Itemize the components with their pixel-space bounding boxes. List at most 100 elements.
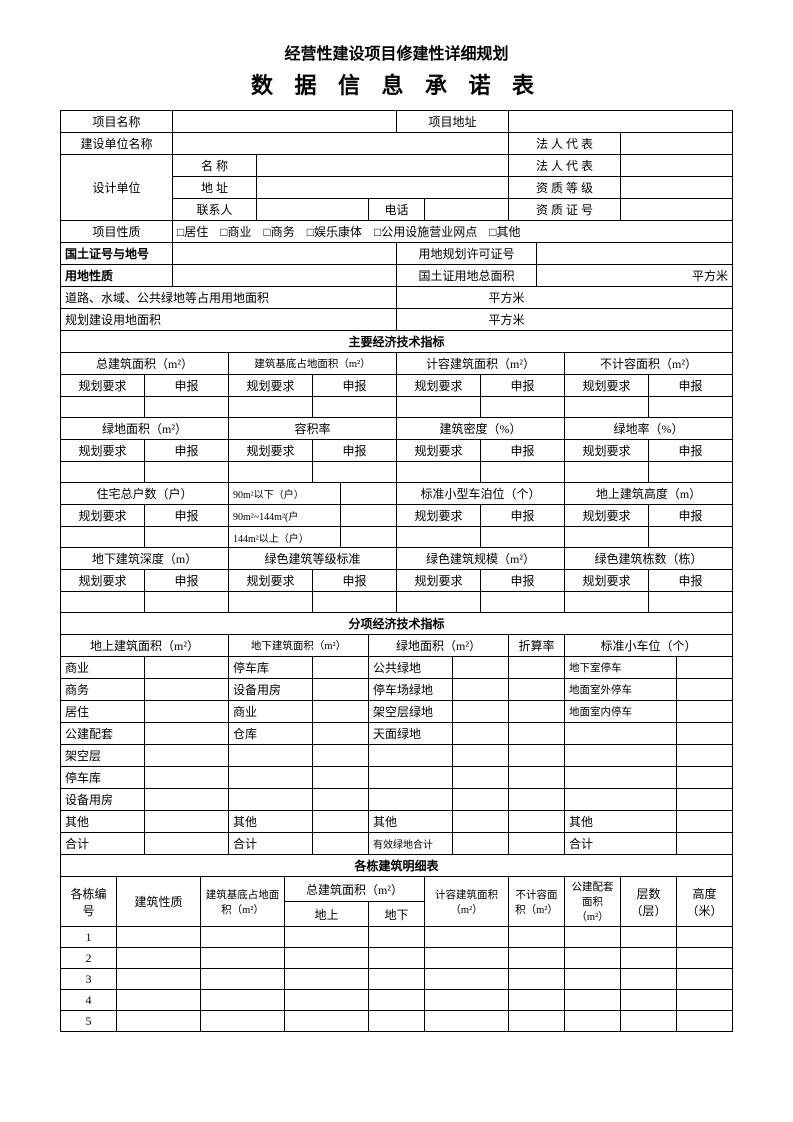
- cell[interactable]: [397, 527, 481, 548]
- cell[interactable]: [229, 462, 313, 483]
- cell[interactable]: [313, 679, 369, 701]
- cell[interactable]: [425, 948, 509, 969]
- cell[interactable]: [453, 811, 509, 833]
- cell[interactable]: [285, 969, 369, 990]
- cell[interactable]: [145, 833, 229, 855]
- cell[interactable]: [201, 927, 285, 948]
- cell[interactable]: [341, 505, 397, 527]
- cell[interactable]: [313, 723, 369, 745]
- cell[interactable]: [509, 990, 565, 1011]
- cell[interactable]: [677, 789, 733, 811]
- cell[interactable]: [285, 1011, 369, 1032]
- cell[interactable]: [509, 723, 565, 745]
- cell[interactable]: [145, 789, 229, 811]
- cell[interactable]: [61, 592, 145, 613]
- field-du-addr[interactable]: [257, 177, 509, 199]
- cell[interactable]: [145, 745, 229, 767]
- cell[interactable]: [145, 397, 229, 418]
- field-du-phone[interactable]: [425, 199, 509, 221]
- field-total-land-area[interactable]: 平方米: [537, 265, 733, 287]
- cell[interactable]: [565, 990, 621, 1011]
- field-land-cert[interactable]: [173, 243, 397, 265]
- cell[interactable]: [565, 969, 621, 990]
- cell[interactable]: [313, 397, 397, 418]
- cell[interactable]: [509, 833, 565, 855]
- cell[interactable]: [509, 1011, 565, 1032]
- cell[interactable]: [229, 767, 313, 789]
- cell[interactable]: [481, 527, 565, 548]
- cell[interactable]: [145, 527, 229, 548]
- field-du-contact[interactable]: [257, 199, 369, 221]
- cell[interactable]: [509, 657, 565, 679]
- cell[interactable]: [677, 679, 733, 701]
- cell[interactable]: [621, 927, 677, 948]
- cell[interactable]: [565, 927, 621, 948]
- cell[interactable]: [313, 811, 369, 833]
- cell[interactable]: [145, 811, 229, 833]
- cell[interactable]: [117, 1011, 201, 1032]
- cell[interactable]: [313, 462, 397, 483]
- cell[interactable]: [397, 462, 481, 483]
- cell[interactable]: [145, 723, 229, 745]
- cell[interactable]: [313, 592, 397, 613]
- cell[interactable]: [61, 462, 145, 483]
- field-road-water[interactable]: 平方米: [397, 287, 733, 309]
- cell[interactable]: [369, 767, 453, 789]
- cell[interactable]: [509, 948, 565, 969]
- cell[interactable]: [313, 745, 369, 767]
- cell[interactable]: [509, 927, 565, 948]
- cell[interactable]: [313, 701, 369, 723]
- cell[interactable]: [509, 701, 565, 723]
- cell[interactable]: [677, 701, 733, 723]
- cell[interactable]: [509, 789, 565, 811]
- cell[interactable]: [425, 1011, 509, 1032]
- cell[interactable]: [565, 1011, 621, 1032]
- cell[interactable]: [677, 767, 733, 789]
- cell[interactable]: [229, 397, 313, 418]
- cell[interactable]: [117, 927, 201, 948]
- cell[interactable]: [677, 990, 733, 1011]
- cell[interactable]: [201, 1011, 285, 1032]
- field-du-name[interactable]: [257, 155, 509, 177]
- field-du-cert[interactable]: [621, 199, 733, 221]
- cell[interactable]: [117, 948, 201, 969]
- field-proj-nature[interactable]: □居住 □商业 □商务 □娱乐康体 □公用设施营业网点 □其他: [173, 221, 733, 243]
- cell[interactable]: [677, 927, 733, 948]
- cell[interactable]: [509, 969, 565, 990]
- field-land-permit[interactable]: [537, 243, 733, 265]
- cell[interactable]: [201, 969, 285, 990]
- cell[interactable]: [481, 397, 565, 418]
- cell[interactable]: [509, 767, 565, 789]
- field-plan-land-area[interactable]: 平方米: [397, 309, 733, 331]
- cell[interactable]: [285, 990, 369, 1011]
- cell[interactable]: [341, 527, 397, 548]
- cell[interactable]: [313, 657, 369, 679]
- field-build-unit[interactable]: [173, 133, 509, 155]
- field-legal-rep[interactable]: [621, 133, 733, 155]
- field-proj-addr[interactable]: [509, 111, 733, 133]
- cell[interactable]: [145, 679, 229, 701]
- cell[interactable]: [369, 927, 425, 948]
- cell[interactable]: [229, 745, 313, 767]
- cell[interactable]: [61, 397, 145, 418]
- cell[interactable]: [677, 811, 733, 833]
- cell[interactable]: [565, 767, 677, 789]
- cell[interactable]: [369, 990, 425, 1011]
- cell[interactable]: [453, 679, 509, 701]
- cell[interactable]: [677, 948, 733, 969]
- cell[interactable]: [201, 948, 285, 969]
- cell[interactable]: [453, 767, 509, 789]
- cell[interactable]: [453, 701, 509, 723]
- cell[interactable]: [229, 592, 313, 613]
- cell[interactable]: [453, 833, 509, 855]
- cell[interactable]: [369, 745, 453, 767]
- cell[interactable]: [397, 397, 481, 418]
- cell[interactable]: [677, 657, 733, 679]
- cell[interactable]: [677, 969, 733, 990]
- cell[interactable]: [117, 969, 201, 990]
- cell[interactable]: [453, 723, 509, 745]
- cell[interactable]: [201, 990, 285, 1011]
- cell[interactable]: [145, 462, 229, 483]
- cell[interactable]: [145, 767, 229, 789]
- cell[interactable]: [453, 745, 509, 767]
